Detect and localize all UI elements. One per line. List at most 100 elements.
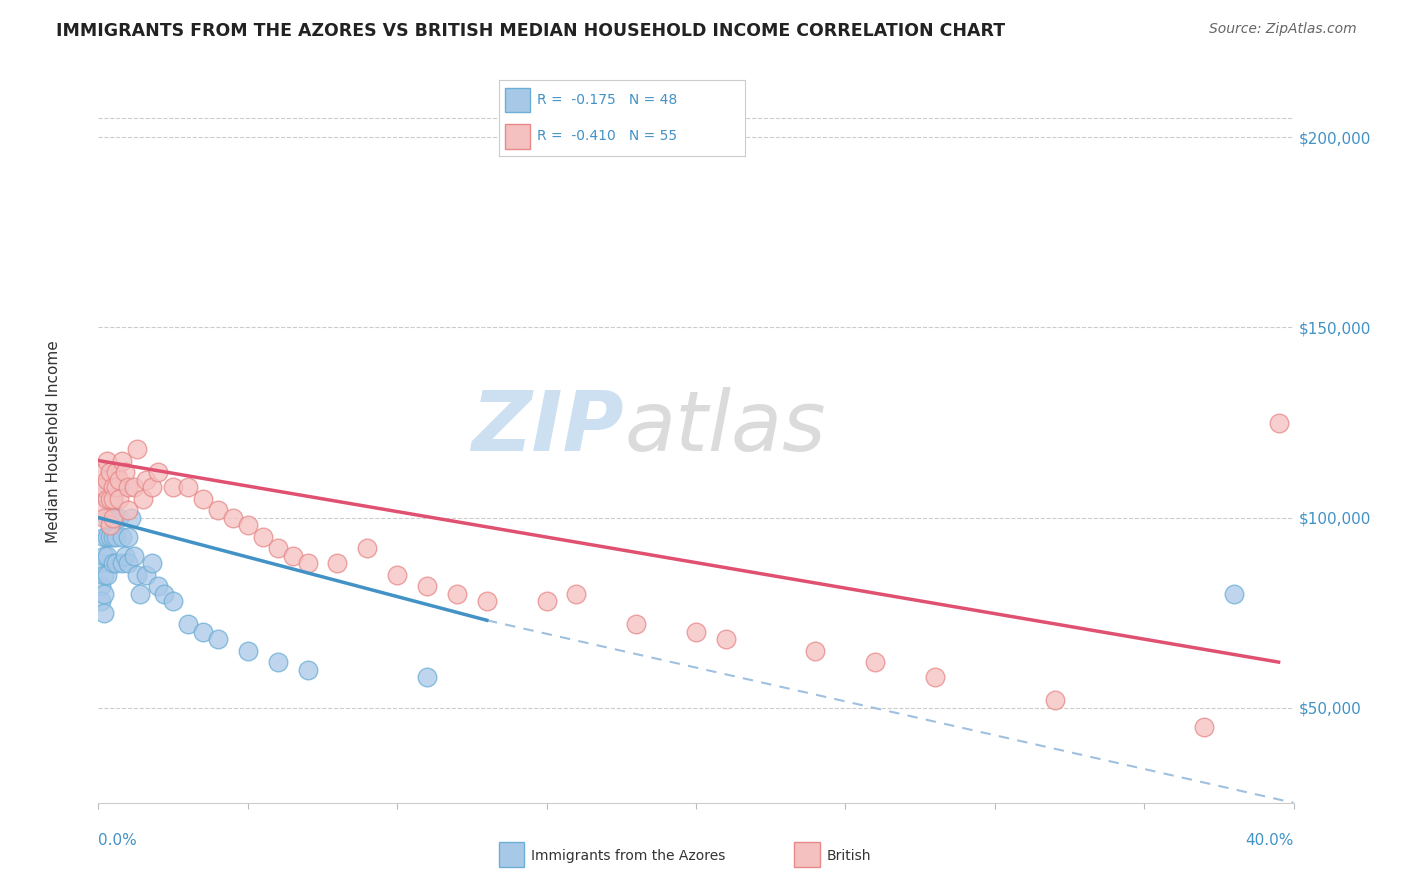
Point xyxy=(90,556,112,570)
Point xyxy=(93,587,115,601)
Point xyxy=(416,579,439,593)
Point xyxy=(98,530,122,544)
Point xyxy=(177,617,200,632)
Point xyxy=(356,541,378,555)
Point xyxy=(93,530,115,544)
Point xyxy=(148,579,170,593)
Point xyxy=(98,465,122,479)
Point xyxy=(1267,416,1289,430)
Point xyxy=(96,491,118,506)
Point xyxy=(96,473,118,487)
Text: British: British xyxy=(827,848,872,863)
Point xyxy=(117,530,139,544)
Point xyxy=(626,617,648,632)
Point xyxy=(685,624,707,639)
Point xyxy=(108,473,131,487)
Point xyxy=(446,587,468,601)
Point xyxy=(114,465,136,479)
Point xyxy=(222,510,245,524)
Text: R =  -0.410   N = 55: R = -0.410 N = 55 xyxy=(537,129,678,144)
Bar xyxy=(505,88,530,112)
Point xyxy=(162,480,184,494)
Text: 0.0%: 0.0% xyxy=(98,833,138,848)
Point xyxy=(207,503,229,517)
Point xyxy=(207,632,229,647)
Text: R =  -0.175   N = 48: R = -0.175 N = 48 xyxy=(537,93,678,107)
Point xyxy=(103,491,125,506)
Point xyxy=(141,556,163,570)
Text: atlas: atlas xyxy=(624,386,825,467)
Point xyxy=(297,556,319,570)
Point xyxy=(114,549,136,563)
Point xyxy=(103,530,125,544)
Point xyxy=(1223,587,1246,601)
Point xyxy=(90,579,112,593)
Point xyxy=(96,510,118,524)
Point xyxy=(103,510,125,524)
Point xyxy=(98,518,122,533)
Point xyxy=(236,518,259,533)
Point xyxy=(108,491,131,506)
Point xyxy=(536,594,558,608)
Point xyxy=(93,567,115,582)
Point xyxy=(475,594,498,608)
Point xyxy=(127,442,149,457)
Point xyxy=(148,465,170,479)
Point xyxy=(103,556,125,570)
Point xyxy=(252,530,274,544)
Point xyxy=(1043,693,1066,707)
Point xyxy=(93,606,115,620)
Point xyxy=(120,510,142,524)
Point xyxy=(111,530,134,544)
Point xyxy=(124,549,146,563)
Point xyxy=(117,480,139,494)
Text: IMMIGRANTS FROM THE AZORES VS BRITISH MEDIAN HOUSEHOLD INCOME CORRELATION CHART: IMMIGRANTS FROM THE AZORES VS BRITISH ME… xyxy=(56,22,1005,40)
Point xyxy=(90,503,112,517)
Point xyxy=(135,567,157,582)
Point xyxy=(127,567,149,582)
Point xyxy=(804,643,827,657)
Point xyxy=(103,491,125,506)
Point xyxy=(93,549,115,563)
Point xyxy=(98,465,122,479)
Point xyxy=(162,594,184,608)
Point xyxy=(105,530,128,544)
Text: 40.0%: 40.0% xyxy=(1246,833,1294,848)
Point xyxy=(105,465,128,479)
Point xyxy=(103,510,125,524)
Point xyxy=(90,480,112,494)
Point xyxy=(98,510,122,524)
Point xyxy=(96,549,118,563)
Point xyxy=(714,632,737,647)
Point xyxy=(105,480,128,494)
Point xyxy=(124,480,146,494)
Text: Immigrants from the Azores: Immigrants from the Azores xyxy=(531,848,725,863)
Point xyxy=(416,670,439,684)
Point xyxy=(98,491,122,506)
Point xyxy=(177,480,200,494)
Point xyxy=(132,491,155,506)
Point xyxy=(117,556,139,570)
Point xyxy=(1192,720,1215,734)
Point xyxy=(108,510,131,524)
Point xyxy=(297,663,319,677)
Point xyxy=(117,503,139,517)
Point xyxy=(98,480,122,494)
Point xyxy=(93,480,115,494)
Point xyxy=(141,480,163,494)
Point xyxy=(111,556,134,570)
Point xyxy=(129,587,152,601)
Point xyxy=(105,510,128,524)
Point xyxy=(96,567,118,582)
Point xyxy=(96,491,118,506)
Point xyxy=(96,453,118,467)
Point xyxy=(135,473,157,487)
Point xyxy=(111,453,134,467)
Point xyxy=(326,556,349,570)
Point xyxy=(236,643,259,657)
Point xyxy=(267,655,290,669)
Point xyxy=(281,549,304,563)
Point xyxy=(93,510,115,524)
Point xyxy=(924,670,946,684)
Point xyxy=(103,480,125,494)
